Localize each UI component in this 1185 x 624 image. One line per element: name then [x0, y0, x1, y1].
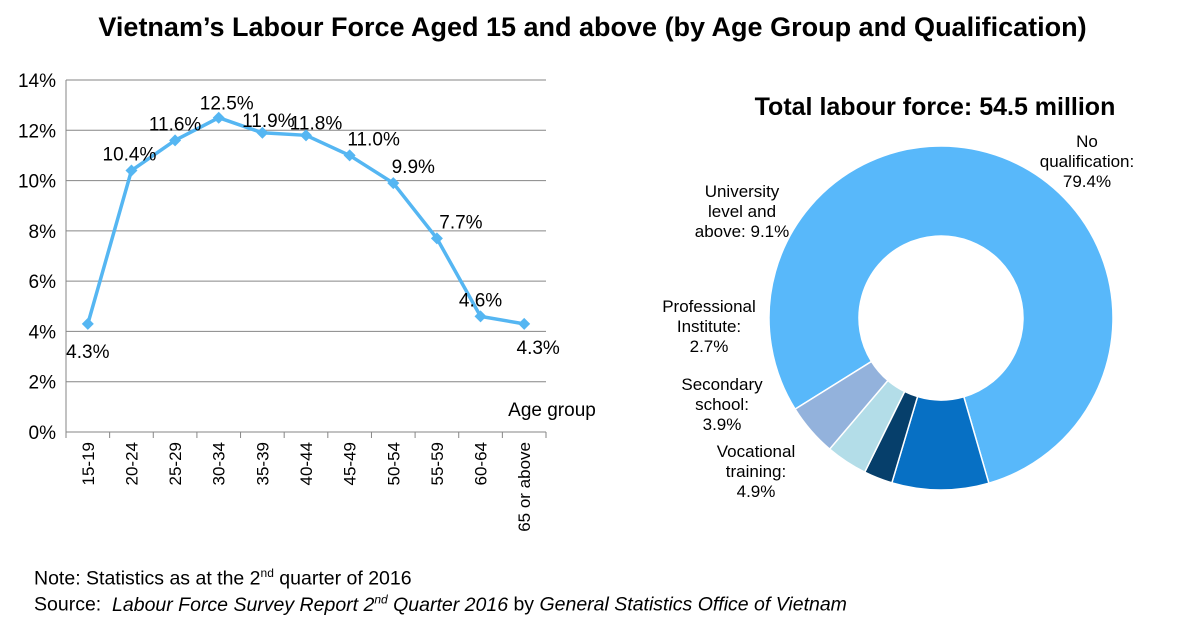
slice-label-line: 3.9%	[703, 415, 742, 434]
slice-label-line: University	[705, 182, 780, 201]
slice-label-line: Secondary	[681, 375, 763, 394]
y-tick-label: 2%	[29, 373, 57, 394]
x-axis-title: Age group	[508, 400, 596, 421]
data-label: 10.4%	[103, 145, 157, 166]
data-point	[343, 149, 356, 162]
donut-chart: No qualification: 79.4% University level and…	[662, 132, 1135, 501]
y-tick-label: 10%	[18, 172, 56, 193]
slice-label-line: Institute:	[677, 317, 741, 336]
data-label: 7.7%	[439, 212, 482, 233]
slice-label: Professional Institute: 2.7%	[662, 297, 756, 356]
data-point	[125, 164, 138, 177]
slice-label-line: qualification:	[1040, 152, 1135, 171]
donut-slice	[794, 360, 889, 451]
slice-label-line: 4.9%	[737, 482, 776, 501]
note-prefix: Note: Statistics as at the 2	[34, 567, 261, 590]
x-tick-label: 45-49	[341, 442, 360, 485]
y-tick-label: 0%	[29, 423, 57, 444]
source-text: Source: Labour Force Survey Report 2nd Q…	[34, 592, 847, 617]
data-label: 11.9%	[242, 111, 295, 132]
data-point	[387, 177, 400, 190]
data-label: 11.6%	[149, 114, 202, 135]
y-tick-label: 12%	[18, 121, 56, 142]
data-label: 4.3%	[66, 342, 109, 363]
x-tick-label: 35-39	[253, 442, 272, 485]
slice-label-line: 79.4%	[1063, 172, 1111, 191]
data-label: 11.0%	[347, 129, 400, 150]
note-sup: nd	[260, 566, 274, 580]
source-prefix: Source:	[34, 593, 113, 616]
note-text: Note: Statistics as at the 2nd quarter o…	[34, 566, 412, 591]
donut-chart-title: Total labour force: 54.5 million	[754, 93, 1116, 121]
x-tick-label: 50-54	[384, 442, 403, 485]
x-tick-label: 25-29	[166, 442, 185, 485]
source-by: by	[508, 593, 540, 616]
x-tick-label: 20-24	[122, 442, 141, 485]
x-tick-label: 40-44	[297, 442, 316, 485]
donut-slice	[768, 145, 1114, 485]
slice-label-line: 2.7%	[690, 337, 729, 356]
source-report: Labour Force Survey Report 2nd Quarter 2…	[112, 592, 509, 616]
y-tick-label: 4%	[29, 322, 57, 343]
data-point	[212, 111, 225, 124]
data-point	[256, 126, 269, 139]
data-label: 4.3%	[517, 338, 560, 359]
slice-label-line: level and	[708, 202, 776, 221]
x-tick-label: 55-59	[428, 442, 447, 485]
data-point	[474, 310, 487, 323]
data-point	[518, 317, 531, 330]
slice-label-line: school:	[695, 395, 749, 414]
note-suffix: quarter of 2016	[273, 567, 412, 590]
x-tick-label: 65 or above	[515, 442, 534, 532]
data-label: 11.8%	[290, 113, 343, 134]
data-point	[81, 317, 94, 330]
y-tick-label: 6%	[29, 272, 57, 293]
source-report-b: Quarter 2016	[387, 593, 509, 616]
source-report-sup: nd	[374, 592, 388, 606]
data-point	[430, 232, 443, 245]
source-report-a: Labour Force Survey Report 2	[112, 593, 375, 616]
slice-label: Vocational training: 4.9%	[717, 442, 795, 501]
slice-label-line: Professional	[662, 297, 756, 316]
line-chart: 0% 2% 4% 6% 8% 10% 12% 14% 15-19 20-24 25-29 30-34 3…	[18, 71, 596, 532]
data-point	[169, 134, 182, 147]
slice-label: No qualification: 79.4%	[1040, 132, 1135, 191]
slice-label-line: above: 9.1%	[695, 222, 790, 241]
x-tick-label: 60-64	[472, 442, 491, 485]
slice-label: University level and above: 9.1%	[695, 182, 790, 241]
x-tick-label: 30-34	[210, 442, 229, 485]
data-point	[300, 129, 312, 142]
x-tick-label: 15-19	[79, 442, 98, 485]
y-tick-label: 8%	[29, 222, 57, 243]
data-label: 4.6%	[459, 290, 502, 311]
slice-label-line: Vocational	[717, 442, 795, 461]
slice-label-line: No	[1076, 132, 1098, 151]
chart-title: Vietnam’s Labour Force Aged 15 and above…	[98, 12, 1087, 42]
data-label: 9.9%	[392, 157, 435, 178]
slice-label-line: training:	[726, 462, 786, 481]
source-org: General Statistics Office of Vietnam	[539, 593, 847, 616]
y-tick-label: 14%	[18, 71, 56, 92]
slice-label: Secondary school: 3.9%	[681, 375, 763, 434]
data-label: 12.5%	[200, 94, 254, 115]
